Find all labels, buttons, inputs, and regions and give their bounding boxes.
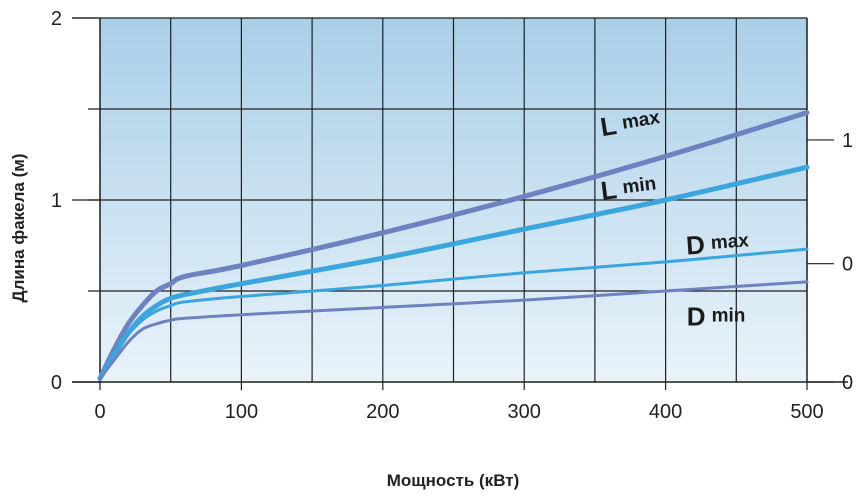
x-tick-label: 200: [366, 401, 399, 423]
series-line-d-max: [98, 247, 809, 380]
series-line-d-min: [98, 280, 809, 380]
series-layer: [97, 110, 810, 381]
secondary-y-tick-label: 0: [842, 254, 853, 276]
y-tick-label: 2: [51, 8, 62, 30]
y-axis-label: Длина факела (м): [9, 154, 28, 303]
x-tick-label: 100: [225, 401, 258, 423]
x-tick-label: 300: [508, 401, 541, 423]
x-tick-label: 400: [649, 401, 682, 423]
secondary-y-tick-label: 1: [842, 130, 853, 152]
x-tick-label: 500: [790, 401, 823, 423]
y-tick-label: 1: [51, 190, 62, 212]
x-tick-label: 0: [94, 401, 105, 423]
secondary-y-tick-label: 0: [842, 372, 853, 394]
series-line-l-max: [97, 110, 810, 381]
y-tick-label: 0: [51, 372, 62, 394]
x-axis-label: Мощность (кВт): [387, 471, 519, 490]
grid: [72, 17, 848, 383]
